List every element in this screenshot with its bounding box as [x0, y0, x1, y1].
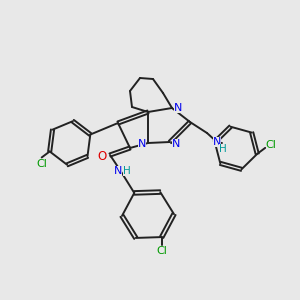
- Text: N: N: [213, 137, 221, 147]
- Text: N: N: [172, 139, 180, 149]
- Text: Cl: Cl: [36, 160, 47, 170]
- Text: O: O: [98, 149, 106, 163]
- Text: N: N: [174, 103, 182, 113]
- Text: Cl: Cl: [156, 246, 167, 256]
- Text: N: N: [138, 139, 146, 149]
- Text: N: N: [114, 166, 122, 176]
- Text: H: H: [219, 144, 227, 154]
- Text: Cl: Cl: [266, 140, 277, 150]
- Text: H: H: [123, 166, 131, 176]
